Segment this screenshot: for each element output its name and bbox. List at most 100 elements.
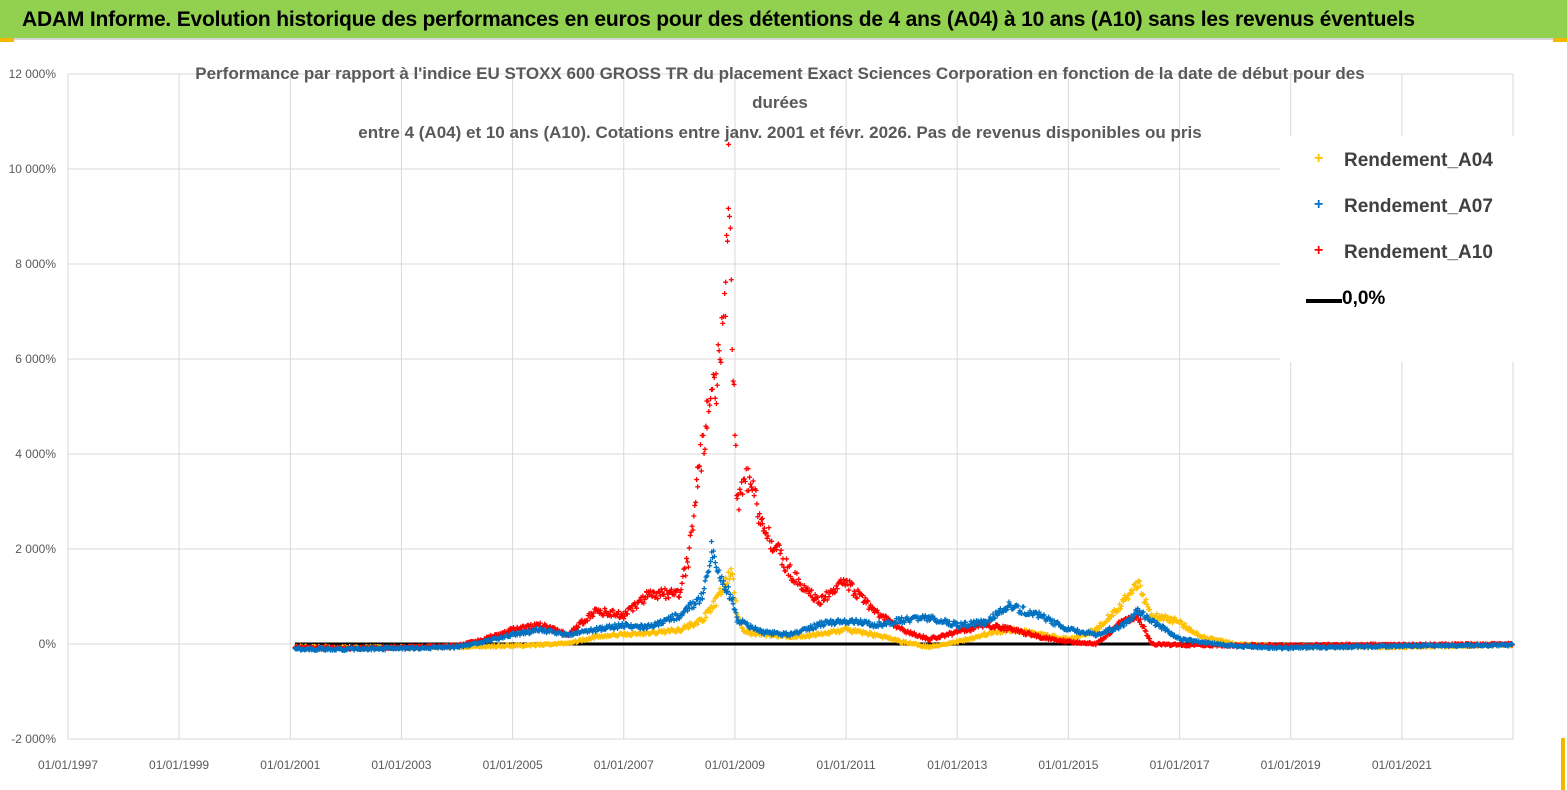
data-point [831, 590, 837, 596]
chart-legend: + Rendement_A04 + Rendement_A07 + Rendem… [1280, 136, 1516, 362]
data-point [537, 620, 543, 626]
data-point [708, 609, 714, 615]
data-point [1143, 597, 1149, 603]
data-point [813, 633, 819, 639]
data-point [768, 546, 774, 552]
data-point [634, 605, 640, 611]
legend-item-a10: + Rendement_A10 [1280, 240, 1516, 270]
data-point [779, 562, 785, 568]
data-point [810, 597, 816, 603]
data-point [701, 451, 707, 457]
data-point [994, 622, 1000, 628]
data-point [852, 591, 858, 597]
data-point [758, 516, 764, 522]
data-point [735, 492, 741, 498]
data-point [717, 586, 723, 592]
data-point [854, 595, 860, 601]
data-point [641, 600, 647, 606]
data-point [684, 559, 690, 565]
data-point [587, 615, 593, 621]
data-point [1132, 583, 1138, 589]
data-point [710, 598, 716, 604]
data-point [765, 533, 771, 539]
data-point [766, 525, 772, 531]
data-point [824, 597, 830, 603]
data-point [1129, 590, 1135, 596]
data-point [705, 569, 711, 575]
legend-marker-a10: + [1314, 242, 1324, 259]
data-point [1135, 585, 1141, 591]
data-point [707, 402, 713, 408]
data-point [1111, 607, 1117, 613]
data-point [695, 621, 701, 627]
data-point [818, 601, 824, 607]
data-point [794, 570, 800, 576]
data-point [737, 486, 743, 492]
data-point [1096, 626, 1102, 632]
data-point [845, 581, 851, 587]
data-point [729, 571, 735, 577]
corner-mark-bottom-right [1561, 738, 1565, 790]
chart-title-line-1: Performance par rapport à l'indice EU ST… [195, 64, 1365, 83]
data-point [671, 592, 677, 598]
data-point [832, 589, 838, 595]
data-point [753, 487, 759, 493]
data-point [687, 532, 693, 538]
legend-label-a04: Rendement_A04 [1344, 150, 1493, 171]
data-point [741, 476, 747, 482]
data-point [725, 238, 731, 244]
data-point [720, 320, 726, 326]
data-point [769, 538, 775, 544]
data-point [628, 633, 634, 639]
data-point [630, 608, 636, 614]
data-point [713, 603, 719, 609]
data-point [734, 496, 740, 502]
data-point [730, 576, 736, 582]
data-point [875, 610, 881, 616]
data-point [865, 598, 871, 604]
data-point [783, 568, 789, 574]
data-point [1107, 631, 1113, 637]
x-tick-label: 01/01/2013 [927, 758, 987, 772]
data-point [868, 630, 874, 636]
series-rendement-a07 [292, 539, 1515, 653]
data-point [723, 313, 729, 319]
data-point [748, 484, 754, 490]
data-point [728, 566, 734, 572]
data-point [1107, 616, 1113, 622]
data-point [702, 578, 708, 584]
data-point [601, 611, 607, 617]
y-tick-label: 2 000% [15, 542, 56, 556]
data-point [788, 574, 793, 580]
data-point [1144, 601, 1150, 607]
data-point [888, 635, 894, 641]
data-point [859, 593, 865, 599]
data-point [733, 442, 739, 448]
data-point [1118, 606, 1124, 612]
data-point [696, 464, 702, 470]
data-point [1178, 619, 1184, 625]
data-point [725, 569, 731, 575]
report-banner: ADAM Informe. Evolution historique des p… [0, 0, 1567, 40]
data-point [713, 401, 719, 407]
data-point [1141, 623, 1147, 629]
legend-item-a04: + Rendement_A04 [1280, 148, 1516, 178]
data-point [1145, 604, 1151, 610]
data-point [732, 607, 738, 613]
data-point [666, 595, 672, 601]
data-point [1194, 629, 1200, 635]
data-point [754, 501, 760, 507]
x-tick-label: 01/01/2005 [483, 758, 543, 772]
data-point [691, 513, 697, 519]
series-rendement-a04 [292, 566, 1515, 652]
data-point [723, 279, 729, 285]
data-point [684, 555, 690, 561]
data-point [608, 613, 614, 619]
data-point [834, 586, 840, 592]
data-point [624, 611, 630, 617]
data-point [678, 587, 684, 593]
data-point [622, 613, 628, 619]
data-point [826, 594, 832, 600]
x-tick-label: 01/01/1999 [149, 758, 209, 772]
data-point [729, 346, 735, 352]
